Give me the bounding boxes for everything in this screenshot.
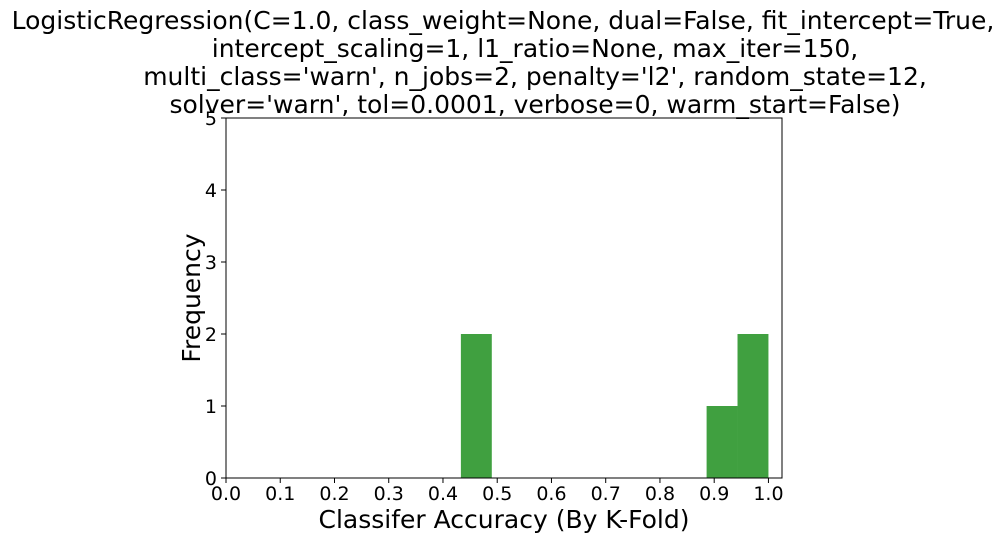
y-axis-ticks: 0 1 2 3 4 5 bbox=[205, 108, 226, 490]
chart-title-line: multi_class='warn', n_jobs=2, penalty='l… bbox=[143, 62, 927, 91]
chart-title-line: LogisticRegression(C=1.0, class_weight=N… bbox=[12, 6, 995, 35]
bars-group bbox=[460, 334, 769, 478]
x-tick-label: 0.7 bbox=[591, 483, 621, 505]
y-tick-label: 3 bbox=[205, 252, 217, 274]
x-tick-label: 0.5 bbox=[482, 483, 512, 505]
histogram-bar bbox=[706, 406, 738, 478]
histogram-bar bbox=[737, 334, 769, 478]
y-tick-label: 4 bbox=[205, 180, 217, 202]
x-tick-label: 0.0 bbox=[211, 483, 241, 505]
x-tick-label: 1.0 bbox=[753, 483, 783, 505]
x-tick-label: 0.1 bbox=[265, 483, 295, 505]
y-tick-label: 2 bbox=[205, 324, 217, 346]
x-tick-label: 0.4 bbox=[428, 483, 458, 505]
chart-title: LogisticRegression(C=1.0, class_weight=N… bbox=[12, 6, 995, 119]
y-tick-label: 5 bbox=[205, 108, 217, 130]
x-tick-label: 0.9 bbox=[699, 483, 729, 505]
y-axis-label: Frequency bbox=[177, 233, 206, 362]
chart-title-line: solver='warn', tol=0.0001, verbose=0, wa… bbox=[169, 90, 900, 119]
x-axis-ticks: 0.0 0.1 0.2 0.3 0.4 0.5 0.6 0.7 0.8 0.9 1.0 bbox=[211, 478, 784, 505]
x-axis-label: Classifer Accuracy (By K-Fold) bbox=[319, 505, 690, 534]
chart-title-line: intercept_scaling=1, l1_ratio=None, max_… bbox=[212, 34, 858, 63]
x-tick-label: 0.8 bbox=[645, 483, 675, 505]
histogram-bar bbox=[460, 334, 492, 478]
y-tick-label: 0 bbox=[205, 468, 217, 490]
x-tick-label: 0.3 bbox=[374, 483, 404, 505]
y-tick-label: 1 bbox=[205, 396, 217, 418]
x-tick-label: 0.6 bbox=[536, 483, 566, 505]
plot-area-frame bbox=[225, 117, 783, 479]
x-tick-label: 0.2 bbox=[319, 483, 349, 505]
